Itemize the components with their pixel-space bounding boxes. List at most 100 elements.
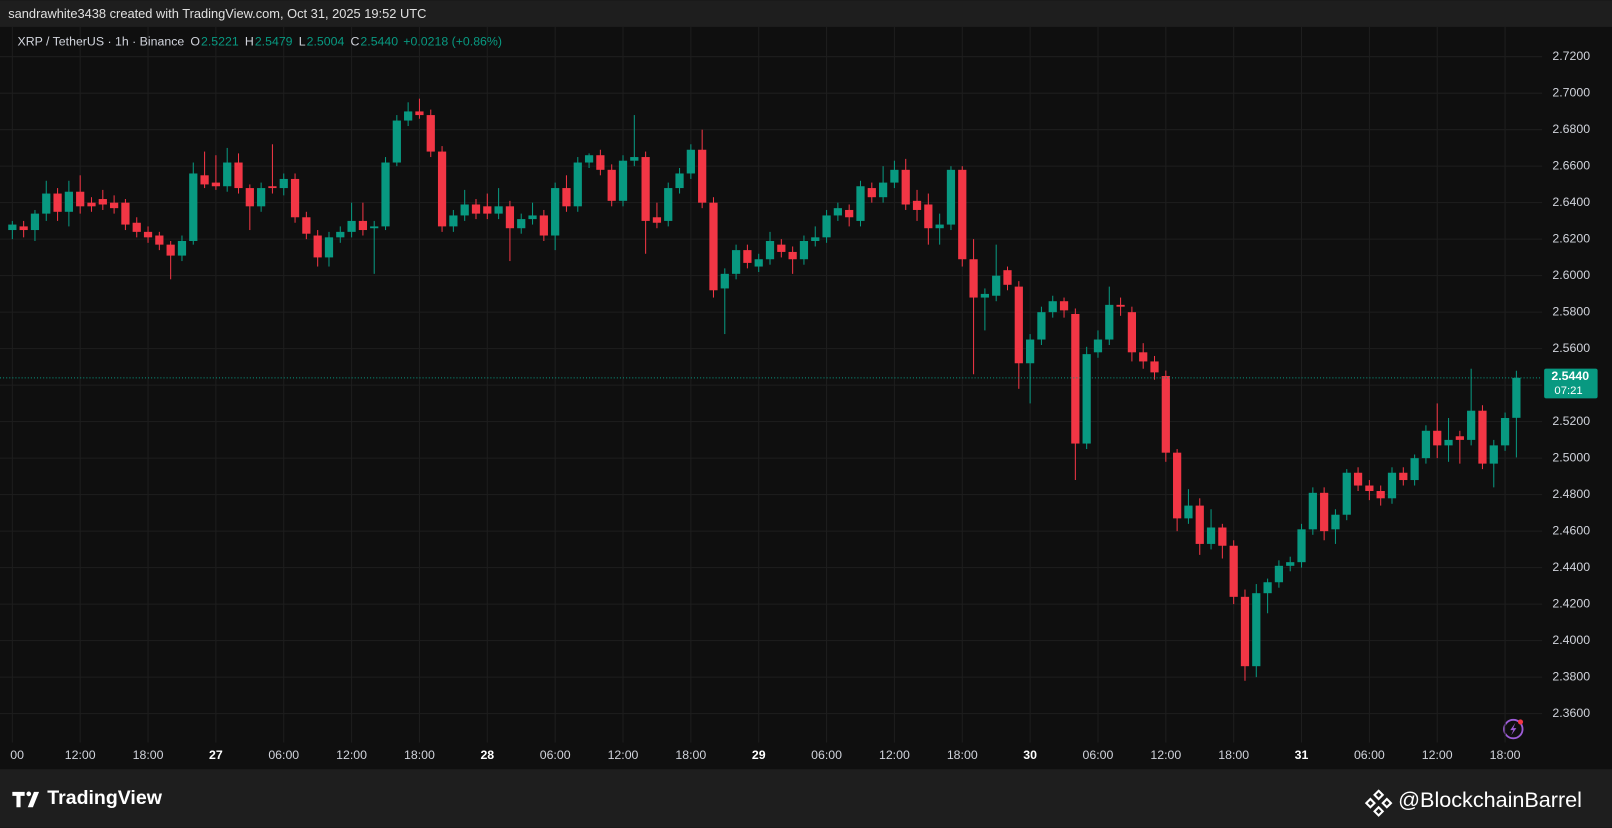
x-tick-label: 06:00: [540, 748, 571, 762]
candle-body: [584, 155, 594, 163]
legend-key: O: [190, 35, 200, 49]
candle-body: [551, 188, 560, 236]
y-tick-label: 2.4600: [1552, 523, 1590, 537]
header-bar: [0, 0, 1612, 27]
candle-body: [1433, 430, 1442, 446]
candle-body: [1161, 376, 1170, 453]
candle-body: [935, 224, 944, 229]
candle-body: [1014, 286, 1023, 364]
candle-body: [1003, 270, 1012, 285]
y-tick-label: 2.6800: [1552, 122, 1590, 136]
candle-body: [777, 244, 786, 252]
candle-body: [652, 217, 662, 223]
candle-body: [641, 157, 650, 221]
y-tick-label: 2.4200: [1552, 596, 1590, 610]
candle-body: [1240, 596, 1250, 667]
candle-body: [720, 273, 729, 289]
y-tick-label: 2.6400: [1552, 195, 1590, 209]
candle-body: [370, 226, 379, 229]
x-tick-label: 06:00: [1354, 748, 1385, 762]
candle-body: [1252, 593, 1261, 667]
candle-body: [833, 208, 842, 216]
candle-body: [528, 215, 537, 220]
candle-body: [336, 231, 345, 238]
x-tick-label: 30: [1023, 748, 1037, 762]
candle-body: [1455, 436, 1464, 440]
candle-body: [257, 188, 266, 207]
candle-body: [494, 206, 503, 214]
candle-body: [460, 204, 469, 216]
candle-body: [1331, 514, 1340, 530]
candle-body: [992, 275, 1001, 296]
x-tick-label: 12:00: [608, 748, 639, 762]
candle-body: [1048, 301, 1057, 313]
candles: [0, 98, 1543, 681]
candle-body: [1059, 301, 1069, 311]
candle-body: [1308, 492, 1317, 530]
candle-body: [630, 157, 639, 161]
candle-body: [426, 115, 435, 152]
x-tick-label: 27: [209, 748, 223, 762]
candle-body: [279, 178, 288, 189]
candle-body: [1071, 313, 1080, 444]
candle-body: [980, 293, 989, 298]
footer-bar: [0, 769, 1612, 828]
candle-body: [245, 188, 254, 207]
x-tick-label: 00: [10, 748, 24, 762]
price-tag: [1544, 368, 1598, 399]
x-tick-label: 29: [752, 748, 766, 762]
candle-body: [845, 209, 854, 218]
footer-credit: @BlockchainBarrel: [1398, 787, 1582, 812]
candle-body: [811, 237, 820, 241]
candle-body: [1297, 529, 1306, 563]
candle-body: [596, 155, 605, 170]
candle-body: [8, 224, 17, 231]
candle-body: [1274, 565, 1284, 583]
candle-body: [449, 215, 458, 227]
y-tick-label: 2.5200: [1552, 414, 1590, 428]
candle-body: [121, 202, 130, 225]
labels: 2.3600 2.3800 2.4000 2.4200 2.4400 2.4600 2.48…: [10, 35, 1598, 762]
candle-body: [743, 250, 752, 263]
candle-body: [562, 188, 571, 207]
candle-body: [110, 202, 119, 209]
candle-body: [415, 111, 424, 116]
credit-icon: [1364, 789, 1393, 817]
candle-body: [901, 169, 910, 205]
x-tick-label: 06:00: [811, 748, 842, 762]
x-tick-label: 12:00: [879, 748, 910, 762]
candle-body: [1320, 492, 1329, 532]
candle-body: [234, 162, 243, 189]
y-tick-label: 2.3600: [1552, 706, 1590, 720]
candle-body: [1342, 472, 1351, 515]
candle-body: [539, 215, 548, 236]
x-tick-label: 18:00: [947, 748, 978, 762]
candle-body: [313, 235, 322, 258]
candle-body: [19, 226, 28, 231]
x-tick-label: 12:00: [65, 748, 96, 762]
price-tag-price: 2.5440: [1551, 369, 1589, 383]
candle-body: [347, 220, 356, 232]
legend-symbol: XRP / TetherUS · 1h · Binance: [17, 35, 184, 49]
candle-body: [1286, 562, 1295, 566]
candle-body: [1206, 527, 1216, 544]
legend-value: 2.5221: [201, 35, 239, 49]
candle-body: [517, 219, 526, 229]
legend-key: H: [245, 35, 254, 49]
candle-body: [1184, 505, 1193, 519]
alert-icon[interactable]: [1503, 718, 1524, 740]
y-tick-label: 2.5600: [1552, 341, 1590, 355]
candle-body: [30, 213, 40, 231]
y-tick-label: 2.5000: [1552, 450, 1590, 464]
candle-body: [731, 250, 741, 274]
candle-body: [1082, 354, 1091, 444]
tradingview-logo: [12, 791, 40, 808]
candle-body: [698, 149, 707, 203]
candle-body: [1037, 312, 1046, 340]
candle-body: [1173, 452, 1182, 519]
candle-body: [618, 160, 628, 201]
candle-body: [912, 200, 922, 210]
candle-body: [1026, 339, 1035, 364]
